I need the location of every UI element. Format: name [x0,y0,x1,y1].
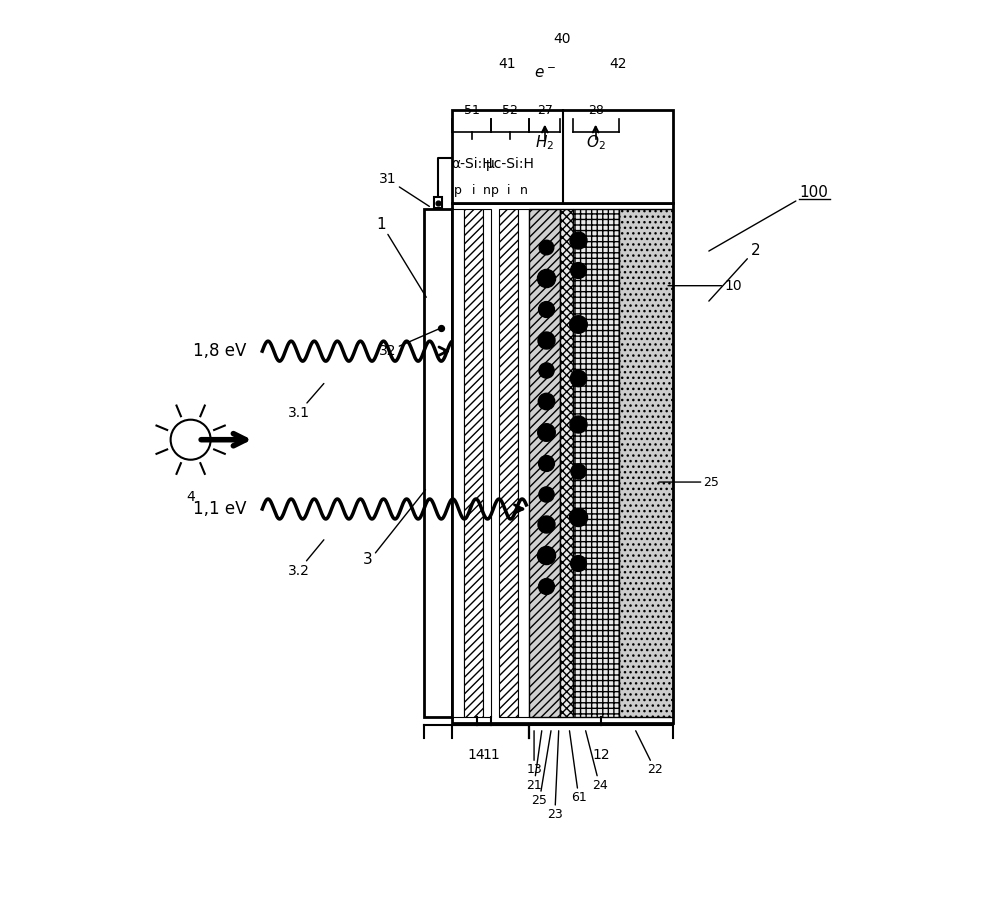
Text: 3.2: 3.2 [288,539,324,577]
Bar [424,209,452,717]
Text: 5: 5 [0,904,1,905]
Text: 31: 31 [379,173,429,206]
Bar [573,209,619,717]
Point [538,579,554,594]
Text: p: p [491,184,499,197]
Text: i: i [472,184,475,197]
Point [570,510,586,524]
Text: 21: 21 [526,730,542,792]
Text: 51: 51 [464,104,480,117]
Text: 25: 25 [659,475,719,489]
Point [538,271,554,285]
Point [538,332,554,347]
Text: 42: 42 [609,57,626,71]
Text: 1,1 eV: 1,1 eV [193,500,247,518]
Text: 100: 100 [799,186,828,200]
Text: 52: 52 [502,104,518,117]
Point [538,486,554,500]
Point [538,394,554,408]
Text: μc-Si:H: μc-Si:H [486,157,535,171]
Bar [464,209,483,717]
Point [538,240,554,254]
Text: i: i [507,184,510,197]
Text: 23: 23 [547,730,563,821]
Bar [434,197,442,208]
Point [433,320,449,335]
Point [570,317,586,331]
Text: 4: 4 [186,490,195,504]
Text: $H_2$: $H_2$ [535,133,554,152]
Point [538,548,554,562]
Bar [452,209,464,717]
Text: α-Si:H: α-Si:H [451,157,493,171]
Bar [560,209,573,717]
Bar [619,209,673,717]
Text: 12: 12 [592,748,610,762]
Bar [452,110,673,203]
Point [570,233,586,247]
Text: 61: 61 [569,730,587,804]
Text: p: p [454,184,462,197]
Point [538,455,554,470]
Point [570,463,586,478]
Text: $e^-$: $e^-$ [534,66,556,81]
Bar [483,209,491,717]
Text: 10: 10 [668,279,742,292]
Text: n: n [483,184,491,197]
Text: 25: 25 [532,730,551,807]
Text: 22: 22 [636,730,663,776]
Text: 41: 41 [499,57,516,71]
Point [570,417,586,432]
Text: 27: 27 [537,104,553,117]
Circle shape [171,420,211,460]
Point [570,371,586,386]
Text: 1,8 eV: 1,8 eV [193,342,247,360]
Point [430,195,446,210]
Text: 14: 14 [468,748,486,762]
Text: 40: 40 [554,33,571,46]
Point [570,556,586,570]
Text: 32: 32 [379,328,441,358]
Text: 13: 13 [526,730,542,776]
Point [538,301,554,316]
Text: $O_2$: $O_2$ [586,133,605,152]
Point [538,363,554,377]
Point [570,263,586,278]
Point [538,517,554,531]
Bar [499,209,518,717]
Text: 11: 11 [482,748,500,762]
Bar [529,209,560,717]
Point [538,424,554,439]
Text: 24: 24 [586,730,607,792]
Text: 1: 1 [377,216,426,297]
Text: 3.1: 3.1 [287,384,324,420]
Bar [452,203,673,723]
Text: 2: 2 [751,243,761,258]
Text: 3: 3 [363,551,373,567]
Bar [518,209,529,717]
Text: n: n [520,184,528,197]
Text: 28: 28 [588,104,604,117]
